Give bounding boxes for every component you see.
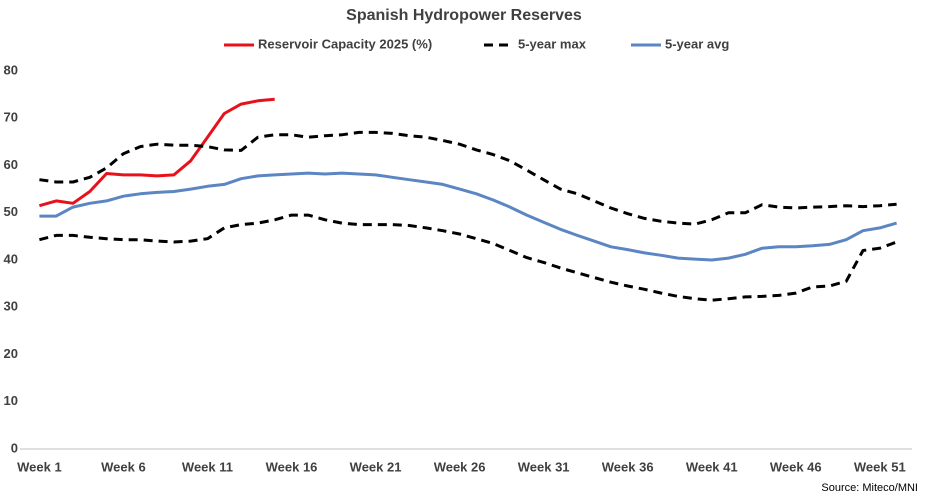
x-tick-label: Week 11: [182, 459, 233, 474]
x-tick-label: Week 16: [266, 459, 318, 474]
y-tick-label: 80: [4, 62, 18, 77]
y-tick-label: 40: [4, 251, 18, 266]
x-tick-label: Week 41: [686, 459, 738, 474]
y-tick-label: 20: [4, 346, 18, 361]
y-tick-label: 0: [11, 440, 18, 455]
x-tick-label: Week 46: [770, 459, 822, 474]
x-tick-label: Week 51: [854, 459, 906, 474]
x-tick-label: Week 31: [518, 459, 570, 474]
series-line: [38, 97, 275, 208]
y-tick-label: 50: [4, 204, 18, 219]
legend-label: 5-year avg: [665, 36, 729, 51]
source-note: Source: Miteco/MNI: [821, 482, 918, 494]
x-tick-label: Week 6: [101, 459, 146, 474]
y-tick-label: 30: [4, 299, 18, 314]
y-tick-label: 60: [4, 157, 18, 172]
x-tick-label: Week 36: [602, 459, 654, 474]
chart-title: Spanish Hydropower Reserves: [346, 7, 582, 24]
series-line: [39, 130, 897, 226]
y-tick-label: 70: [4, 110, 18, 125]
legend-label: 5-year max: [518, 36, 587, 51]
x-tick-label: Week 21: [350, 459, 402, 474]
x-tick-label: Week 26: [434, 459, 486, 474]
y-tick-label: 10: [4, 393, 18, 408]
series-line: [39, 171, 898, 262]
legend-label: Reservoir Capacity 2025 (%): [258, 36, 432, 51]
x-tick-label: Week 1: [17, 459, 62, 474]
series-line: [39, 213, 898, 302]
